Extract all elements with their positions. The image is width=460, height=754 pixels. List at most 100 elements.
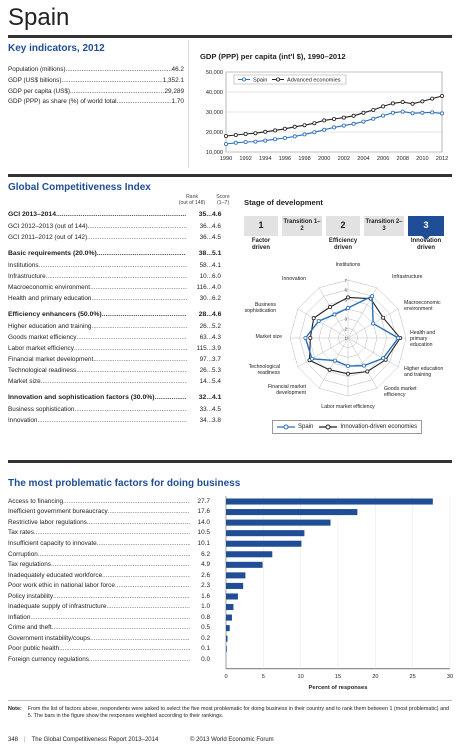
factor-label: Government instability/coups: [8, 634, 91, 642]
factor-value: 2.3: [201, 582, 210, 590]
leader-dots: [62, 77, 163, 84]
leader-dots: [52, 624, 190, 631]
radar-series-line: [308, 296, 401, 375]
key-indicator-label: GDP per capita (US$): [8, 87, 71, 95]
radar-spoke: [318, 337, 349, 389]
gdp-point: [263, 129, 268, 134]
radar-point: [346, 295, 351, 300]
gci-label: GCI 2011–2012 (out of 142): [8, 233, 88, 241]
radar-point: [328, 305, 333, 310]
copyright: © 2013 World Economic Forum: [190, 737, 274, 743]
factor-value: 17.6: [197, 508, 210, 516]
bar-x-tick: 20: [372, 674, 378, 680]
vertical-divider: [188, 40, 189, 168]
factor-bar: [226, 498, 433, 505]
gci-separator: ...: [206, 272, 212, 280]
leader-dots: [56, 211, 186, 218]
leader-dots: [87, 234, 187, 241]
radar-axis-label-line: Financial market: [268, 384, 307, 390]
gdp-point: [302, 123, 307, 128]
gci-separator: ...: [206, 310, 212, 318]
factor-value: 10.5: [197, 529, 210, 537]
leader-dots: [34, 529, 190, 536]
gci-rank: 36: [199, 233, 207, 241]
gdp-point: [410, 101, 415, 106]
leader-dots: [38, 551, 190, 558]
factor-row: Restrictive labor regulations 14.0: [8, 517, 210, 528]
gci-score: 4.6: [212, 210, 222, 218]
leader-dots: [92, 323, 187, 330]
gci-label: Goods market efficiency: [8, 333, 77, 341]
gdp-point: [420, 110, 425, 115]
radar-point: [361, 363, 366, 368]
radar-spoke: [347, 337, 399, 368]
rank-header-label: Rank: [185, 194, 199, 200]
factor-row: Crime and theft 0.5: [8, 623, 210, 634]
gdp-point: [282, 126, 287, 131]
radar-axis-label-line: Health and: [410, 330, 435, 336]
stage-box-label: Efficiency driven: [328, 238, 358, 251]
radar-legend-spain: Spain: [277, 424, 313, 430]
radar-point: [311, 316, 316, 321]
spain-line-icon: [277, 424, 295, 430]
gci-row: Innovation 34...3.8: [8, 415, 228, 425]
gci-rank: 32: [198, 393, 207, 401]
gdp-point: [351, 113, 356, 118]
gci-score: 5.2: [212, 322, 221, 330]
gdp-x-tick: 1990: [220, 156, 232, 162]
gdp-point: [351, 121, 356, 126]
gci-separator: ...: [206, 416, 212, 424]
factor-bar: [226, 635, 228, 642]
gdp-point: [302, 132, 307, 137]
radar-axis-label-line: Business: [255, 302, 276, 308]
bar-x-tick: 0: [224, 674, 227, 680]
factor-label: Inadequate supply of infrastructure: [8, 603, 107, 611]
section-rule-1: [8, 174, 452, 177]
factors-title: The most problematic factors for doing b…: [8, 478, 241, 489]
gci-separator: ...: [206, 366, 212, 374]
gdp-x-tick: 1996: [279, 156, 291, 162]
gdp-point: [292, 134, 297, 139]
factor-row: Access to financing 27.7: [8, 496, 210, 507]
key-indicators-title: Key indicators, 2012: [8, 43, 105, 54]
gci-label: Business sophistication: [8, 405, 75, 413]
gci-score: 6.2: [212, 294, 221, 302]
gci-separator: ...: [206, 233, 212, 241]
gci-row: Health and primary education 30...6.2: [8, 293, 228, 303]
factor-value: 10.1: [197, 539, 210, 547]
factors-bar-chart: 0 5 10 15 20 25 30 Percent of responses: [224, 496, 453, 691]
radar-tick-label: 6: [344, 288, 347, 293]
gdp-x-tick: 2010: [416, 156, 428, 162]
gdp-x-tick: 2006: [377, 156, 389, 162]
gdp-series-line: [225, 95, 443, 137]
rank-header-sub: (out of 148): [178, 199, 206, 206]
radar-legend-innovation-label: Innovation-driven economies: [340, 424, 418, 430]
note: Note: From the list of factors above, re…: [8, 706, 452, 721]
gdp-point: [263, 138, 268, 143]
factor-value: 2.6: [201, 571, 210, 579]
radar-point: [346, 364, 351, 369]
bar-x-tick: 15: [335, 674, 341, 680]
gdp-legend-label: Advanced economies: [287, 78, 341, 84]
gdp-point: [381, 104, 386, 109]
gdp-point: [253, 131, 258, 136]
factor-label: Insufficient capacity to innovate: [8, 539, 97, 547]
leader-dots: [66, 66, 172, 73]
gci-row: GCI 2013–2014 35...4.6: [8, 209, 228, 219]
radar-axis-label-line: Higher education: [404, 366, 443, 372]
gdp-point: [361, 119, 366, 124]
leader-dots: [88, 223, 187, 230]
radar-tick-label: 5: [344, 297, 347, 302]
radar-point: [310, 356, 315, 361]
radar-axis-label-line: Technological: [249, 364, 280, 370]
gci-rank: 10: [199, 272, 207, 280]
factor-value: 27.7: [197, 497, 210, 505]
radar-point: [370, 294, 375, 299]
leader-dots: [30, 614, 190, 621]
radar-point: [332, 358, 337, 363]
gci-label: Macroeconomic environment: [8, 283, 91, 291]
gdp-point: [430, 110, 435, 115]
factor-bar: [226, 625, 230, 632]
gdp-point: [331, 117, 336, 122]
radar-point: [303, 336, 308, 341]
